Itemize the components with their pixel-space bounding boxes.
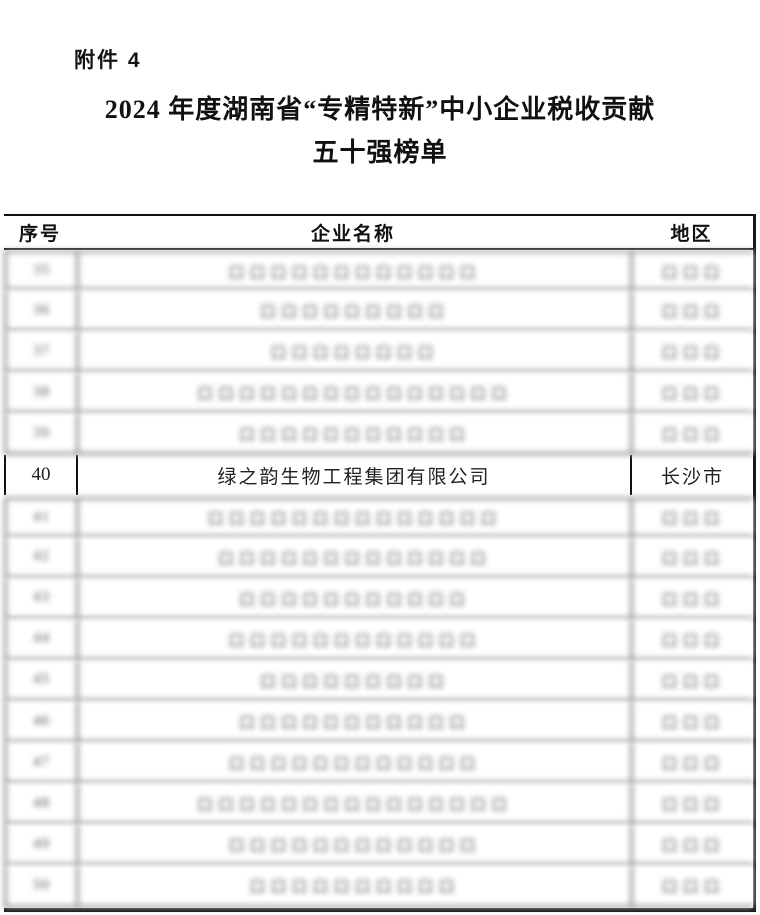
table-body: 35 口口口口口口口口口口口口 口口口 36 口口口口口口口口口 口口口 37 … [4,250,753,908]
cell-serial-number: 35 [4,253,76,289]
attachment-label: 附件 4 [74,49,142,72]
cell-region: 口口口 [630,784,753,823]
header-region: 地区 [670,223,713,245]
cell-region: 口口口 [630,373,753,412]
table-row: 43 口口口口口口口口口口口 口口口 [4,578,753,620]
cell-region: 口口口 [630,578,753,617]
table-row: 40 绿之韵生物工程集团有限公司 长沙市 [4,455,753,497]
page-title-line1: 2024 年度湖南省“专精特新”中小企业税收贡献 [104,95,656,124]
cell-company-name: 口口口口口口口口口 [76,291,630,330]
cell-region: 口口口 [630,291,753,330]
table-row: 49 口口口口口口口口口口口口 口口口 [4,825,753,867]
cell-region: 口口口 [630,743,753,782]
table-row: 35 口口口口口口口口口口口口 口口口 [4,250,753,292]
table-row: 39 口口口口口口口口口口口 口口口 [4,414,753,456]
cell-company-name: 口口口口口口口口口口口口 [76,619,630,658]
cell-serial-number: 40 [4,455,76,495]
table-row: 46 口口口口口口口口口口口 口口口 [4,702,753,744]
cell-serial-number: 47 [4,743,76,782]
cell-serial-number: 37 [4,332,76,371]
cell-serial-number: 46 [4,702,76,741]
cell-serial-number: 41 [4,499,76,535]
cell-region: 口口口 [630,537,753,576]
cell-company-name: 口口口口口口口口 [76,332,630,371]
table-row: 45 口口口口口口口口口 口口口 [4,660,753,703]
cell-serial-number: 45 [4,660,76,700]
cell-serial-number: 43 [4,578,76,617]
cell-company-name: 口口口口口口口口口口口口口口口 [76,373,630,412]
cell-serial-number: 48 [4,784,76,823]
cell-company-name: 口口口口口口口口口口口口口 [76,537,630,576]
cell-company-name: 口口口口口口口口口 [76,660,630,700]
cell-company-name: 绿之韵生物工程集团有限公司 [76,455,630,495]
cell-region: 口口口 [630,660,753,700]
cell-region: 口口口 [630,619,753,658]
table-row: 44 口口口口口口口口口口口口 口口口 [4,619,753,661]
page-title: 2024 年度湖南省“专精特新”中小企业税收贡献 五十强榜单 [0,88,760,174]
cell-company-name: 口口口口口口口口口口口口 [76,253,630,289]
cell-region: 口口口 [630,825,753,864]
cell-region: 口口口 [630,702,753,741]
table-row: 36 口口口口口口口口口 口口口 [4,291,753,333]
cell-company-name: 口口口口口口口口口口口 [76,702,630,741]
cell-region: 口口口 [630,866,753,905]
cell-serial-number: 44 [4,619,76,658]
cell-company-name: 口口口口口口口口口口口 [76,414,630,453]
cell-region: 口口口 [630,253,753,289]
cell-region: 口口口 [630,499,753,535]
header-company-name: 企业名称 [310,223,395,245]
cell-serial-number: 50 [4,866,76,905]
page-title-line2: 五十强榜单 [312,138,448,167]
table-row: 47 口口口口口口口口口口口口 口口口 [4,743,753,785]
cell-company-name: 口口口口口口口口口口口口口口 [76,499,630,535]
table-row: 38 口口口口口口口口口口口口口口口 口口口 [4,373,753,415]
cell-region: 口口口 [630,332,753,371]
table-row: 41 口口口口口口口口口口口口口口 口口口 [4,496,753,538]
cell-serial-number: 38 [4,373,76,412]
cell-company-name: 口口口口口口口口口口口口口口口 [76,784,630,823]
cell-serial-number: 42 [4,537,76,576]
cell-serial-number: 49 [4,825,76,864]
cell-serial-number: 39 [4,414,76,453]
cell-region: 长沙市 [630,455,753,495]
cell-serial-number: 36 [4,291,76,330]
table-row: 50 口口口口口口口口口口 口口口 [4,866,753,908]
table-row: 48 口口口口口口口口口口口口口口口 口口口 [4,784,753,826]
table-row: 37 口口口口口口口口 口口口 [4,332,753,374]
header-serial-number: 序号 [18,223,61,245]
cell-company-name: 口口口口口口口口口口口 [76,578,630,617]
cell-company-name: 口口口口口口口口口口口口 [76,743,630,782]
cell-company-name: 口口口口口口口口口口 [76,866,630,905]
ranking-table: 序号 企业名称 地区 35 口口口口口口口口口口口口 口口口 36 口口口口口口… [4,214,756,912]
cell-region: 口口口 [630,414,753,453]
cell-company-name: 口口口口口口口口口口口口 [76,825,630,864]
table-header-row: 序号 企业名称 地区 [4,214,753,250]
table-row: 42 口口口口口口口口口口口口口 口口口 [4,537,753,579]
